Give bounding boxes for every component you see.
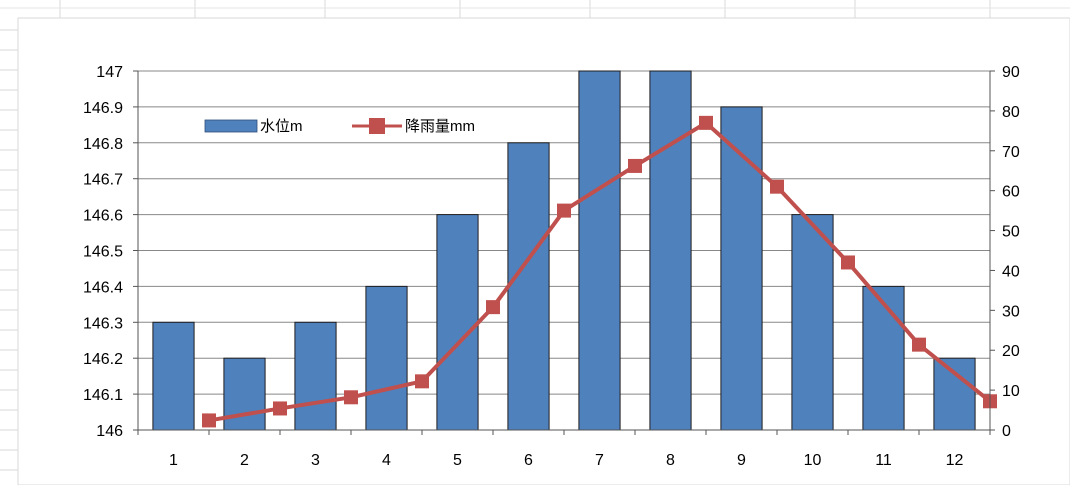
rainfall-line <box>208 120 992 423</box>
x-tick-label: 2 <box>240 452 249 469</box>
x-tick-label: 6 <box>524 452 533 469</box>
legend: 水位m 降雨量mm <box>204 118 475 135</box>
legend-swatch-water-level <box>204 119 258 133</box>
x-tick-label: 7 <box>595 452 604 469</box>
bar-water-level-5 <box>436 214 479 431</box>
rainfall-point-1 <box>202 413 216 428</box>
left-tick-label: 147 <box>96 64 123 81</box>
rainfall-point-9 <box>770 179 784 194</box>
right-tick-label: 30 <box>1002 303 1020 320</box>
left-tick-label: 146 <box>96 423 123 440</box>
rainfall-point-5 <box>486 300 500 315</box>
line-series-rainfall <box>202 115 997 428</box>
x-tick-label: 3 <box>311 452 320 469</box>
right-tick-label: 0 <box>1002 423 1011 440</box>
x-tick-label: 10 <box>804 452 822 469</box>
right-tick-label: 40 <box>1002 263 1020 280</box>
left-tick-label: 146.3 <box>83 315 123 332</box>
x-tick-label: 11 <box>875 452 892 469</box>
rainfall-point-10 <box>841 255 855 270</box>
rainfall-point-7 <box>628 158 642 173</box>
legend-marker-rainfall <box>369 118 385 134</box>
x-axis-tick-labels: 1 2 3 4 5 6 7 8 9 10 11 12 <box>169 452 963 469</box>
rainfall-point-8 <box>699 115 713 130</box>
bar-water-level-8 <box>649 70 692 431</box>
bar-water-level-3 <box>294 321 337 431</box>
bar-water-level-2 <box>223 357 266 431</box>
left-axis-tick-labels: 146 146.1 146.2 146.3 146.4 146.5 146.6 146.7 14… <box>83 64 123 440</box>
x-tick-label: 1 <box>169 452 178 469</box>
right-tick-label: 10 <box>1002 383 1020 400</box>
bar-water-level-1 <box>152 321 195 431</box>
rainfall-point-6 <box>557 203 571 218</box>
right-tick-label: 70 <box>1002 144 1020 161</box>
left-tick-label: 146.5 <box>83 244 123 261</box>
right-tick-label: 90 <box>1002 64 1020 81</box>
bar-water-level-11 <box>862 285 905 431</box>
left-tick-label: 146.6 <box>83 208 123 225</box>
bar-water-level-9 <box>720 106 763 431</box>
bar-water-level-12 <box>933 357 976 431</box>
left-tick-label: 146.2 <box>83 351 123 368</box>
rainfall-point-2 <box>273 401 287 416</box>
x-tick-label: 4 <box>382 452 391 469</box>
right-axis-tick-labels: 0 10 20 30 40 50 60 70 80 90 <box>1002 64 1020 440</box>
axes <box>133 70 995 435</box>
x-tick-label: 5 <box>453 452 462 469</box>
legend-label-rainfall: 降雨量mm <box>405 118 475 135</box>
bar-water-level-10 <box>791 214 834 431</box>
bar-water-level-7 <box>578 70 621 431</box>
x-tick-label: 9 <box>737 452 746 469</box>
legend-label-water-level: 水位m <box>260 118 303 135</box>
rainfall-point-3 <box>344 390 358 405</box>
bar-water-level-4 <box>365 285 408 431</box>
bar-water-level-6 <box>507 142 550 431</box>
rainfall-point-11 <box>912 337 926 352</box>
rainfall-point-4 <box>415 374 429 389</box>
right-tick-label: 80 <box>1002 104 1020 121</box>
right-tick-label: 50 <box>1002 224 1020 241</box>
x-tick-label: 12 <box>946 452 964 469</box>
right-tick-label: 60 <box>1002 184 1020 201</box>
left-tick-label: 146.4 <box>83 279 123 296</box>
left-tick-label: 146.9 <box>83 100 123 117</box>
spreadsheet-grid-background <box>0 0 1070 471</box>
left-tick-label: 146.1 <box>83 387 123 404</box>
left-tick-label: 146.7 <box>83 172 123 189</box>
bar-series-water-level <box>152 70 976 431</box>
x-tick-label: 8 <box>666 452 675 469</box>
right-tick-label: 20 <box>1002 343 1020 360</box>
left-tick-label: 146.8 <box>83 136 123 153</box>
